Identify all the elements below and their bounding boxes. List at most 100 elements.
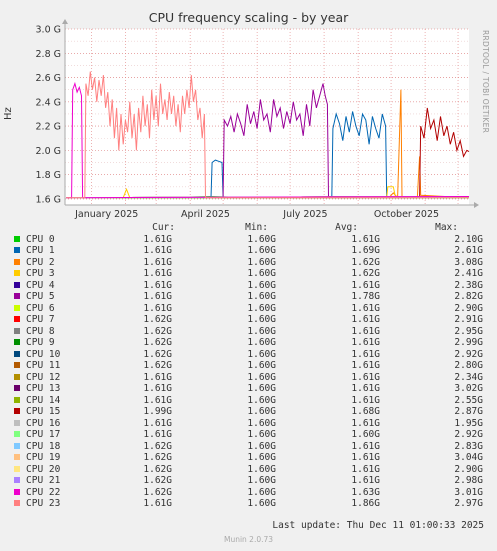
legend-avg: 1.61G [351,394,380,406]
legend-avg: 1.61G [351,325,380,337]
legend-swatch [14,362,20,368]
legend-avg: 1.78G [351,291,380,302]
legend-max: 1.95G [454,417,483,429]
legend-row: CPU 19 1.62G 1.60G 1.61G 3.04G [0,452,497,464]
legend-cur: 1.62G [143,463,172,475]
series-line-cpu-1 [66,111,469,199]
legend-max: 2.61G [454,245,483,256]
legend-min: 1.60G [247,245,276,256]
legend-max: 3.04G [454,452,483,463]
legend-swatch [14,385,20,391]
legend-row: CPU 15 1.99G 1.60G 1.68G 2.87G [0,406,497,418]
legend-min: 1.60G [247,337,276,348]
legend-series-name: CPU 12 [26,371,61,383]
legend-max: 2.83G [454,440,483,452]
legend-row: CPU 12 1.61G 1.60G 1.61G 2.34G [0,372,497,384]
series-line-cpu-15 [66,107,470,199]
legend-series-name: CPU 16 [26,417,61,429]
legend-swatch [14,396,20,403]
legend-series-name: CPU 17 [26,429,61,440]
legend-swatch [14,258,20,265]
legend-row: CPU 10 1.62G 1.60G 1.61G 2.92G [0,349,497,361]
legend-series-name: CPU 20 [26,463,61,475]
legend-cur: 1.62G [143,452,172,463]
legend-swatch [14,373,20,380]
legend-min: 1.60G [247,406,276,417]
legend-row: CPU 3 1.61G 1.60G 1.62G 2.41G [0,268,497,280]
legend-series-name: CPU 21 [26,475,61,486]
legend-max: 2.99G [454,337,483,348]
x-axis-arrow [474,202,479,208]
legend-min: 1.60G [247,394,276,406]
legend-series-name: CPU 19 [26,452,61,463]
y-axis-arrow [62,19,68,24]
legend-swatch [14,465,20,472]
legend-series-name: CPU 14 [26,394,61,406]
legend-avg: 1.61G [351,337,380,348]
legend-row: CPU 2 1.61G 1.60G 1.62G 3.08G [0,257,497,269]
legend-cur: 1.62G [143,360,172,371]
legend-avg: 1.61G [351,452,380,463]
legend-series-name: CPU 4 [26,279,55,291]
legend-swatch [14,327,20,334]
legend-cur: 1.61G [143,429,172,440]
legend-swatch [14,293,20,299]
legend-min: 1.60G [247,498,276,509]
legend-min: 1.60G [247,486,276,498]
legend-avg: 1.61G [351,302,380,314]
legend-cur: 1.61G [143,371,172,383]
y-tick-label: 2.8 G [36,49,62,60]
legend-min: 1.60G [247,279,276,291]
legend-avg: 1.69G [351,245,380,256]
legend-max: 2.80G [454,360,483,371]
legend-min: 1.60G [247,314,276,325]
legend-swatch [14,454,20,460]
y-tick-label: 2.6 G [36,73,62,84]
y-tick-label: 2.2 G [36,122,62,133]
legend-header-cur: Cur: [152,222,175,233]
legend-min: 1.60G [247,233,276,245]
legend-row: CPU 21 1.62G 1.60G 1.61G 2.98G [0,475,497,487]
legend-series-name: CPU 3 [26,268,55,279]
legend-row: CPU 8 1.62G 1.60G 1.61G 2.95G [0,326,497,338]
legend-row: CPU 14 1.61G 1.60G 1.61G 2.55G [0,395,497,407]
legend-avg: 1.61G [351,371,380,383]
x-tick-label: January 2025 [74,209,138,220]
legend-swatch [14,270,20,276]
legend-swatch [14,339,20,345]
legend-cur: 1.61G [143,233,172,245]
y-tick-label: 2.0 G [36,146,62,157]
legend-series-name: CPU 9 [26,337,55,348]
legend-cur: 1.62G [143,325,172,337]
legend-header-avg: Avg: [335,222,358,233]
legend-cur: 1.61G [143,291,172,302]
axes: 3.0 G 2.8 G 2.6 G 2.4 G 2.2 G 2.0 G 1.8 G 1.6 G… [36,19,479,220]
legend-cur: 1.62G [143,337,172,348]
legend-row: CPU 4 1.61G 1.60G 1.61G 2.38G [0,280,497,292]
legend-cur: 1.61G [143,394,172,406]
legend-cur: 1.61G [143,417,172,429]
legend-avg: 1.61G [351,348,380,360]
series-lines [66,71,470,199]
rrdtool-credit: RRDTOOL / TOBI OETIKER [481,30,490,134]
legend-max: 2.91G [454,314,483,325]
legend-min: 1.60G [247,371,276,383]
legend-swatch [14,442,20,449]
legend-min: 1.60G [247,440,276,452]
legend-max: 2.97G [454,498,483,509]
legend-min: 1.60G [247,383,276,394]
legend-avg: 1.63G [351,486,380,498]
series-line-cpu-23 [66,71,469,199]
legend-avg: 1.68G [351,406,380,417]
legend-max: 2.90G [454,302,483,314]
legend-row: CPU 9 1.62G 1.60G 1.61G 2.99G [0,337,497,349]
legend-series-name: CPU 6 [26,302,55,314]
legend-row: CPU 16 1.61G 1.60G 1.61G 1.95G [0,418,497,430]
x-tick-label: July 2025 [282,209,327,220]
legend-max: 2.55G [454,394,483,406]
legend-min: 1.60G [247,417,276,429]
legend-row: CPU 18 1.62G 1.60G 1.61G 2.83G [0,441,497,453]
legend-swatch [14,408,20,414]
legend-cur: 1.99G [143,406,172,417]
legend-max: 2.90G [454,463,483,475]
